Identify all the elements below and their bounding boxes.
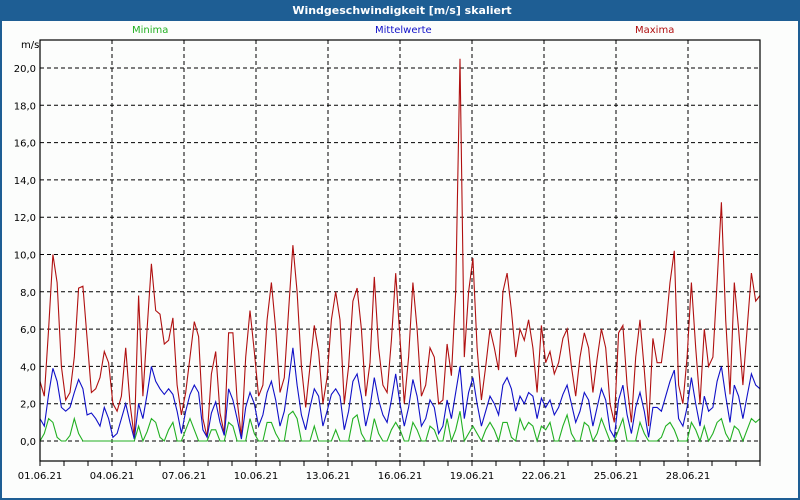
legend-mittelwerte: Mittelwerte	[375, 25, 432, 36]
chart-grid	[40, 40, 760, 461]
series-line-minima	[39, 410, 761, 444]
y-axis-ticks: 0,0 2,0 4,0 6,0 8,0 10,0 12,0 14,0 16,0 18,0 20,0	[14, 64, 36, 448]
y-tick-label: 6,0	[20, 325, 36, 336]
series-line-mittelwerte	[39, 347, 761, 440]
x-tick-label: 16.06.21	[378, 471, 423, 482]
x-tick-label: 19.06.21	[450, 471, 495, 482]
chart-series	[39, 58, 761, 444]
y-tick-label: 18,0	[14, 101, 36, 112]
y-tick-label: 0,0	[20, 437, 36, 448]
plot-frame	[39, 39, 761, 462]
x-tick-label: 10.06.21	[234, 471, 279, 482]
x-tick-label: 04.06.21	[90, 471, 135, 482]
x-tick-label: 01.06.21	[18, 471, 63, 482]
y-tick-label: 2,0	[20, 400, 36, 411]
x-tick-label: 25.06.21	[594, 471, 639, 482]
y-tick-label: 16,0	[14, 139, 36, 150]
x-tick-label: 13.06.21	[306, 471, 351, 482]
x-axis-ticks: 01.06.21 04.06.21 07.06.21 10.06.21 13.06.21…	[18, 461, 761, 482]
x-tick-label: 22.06.21	[522, 471, 567, 482]
x-tick-label: 28.06.21	[666, 471, 711, 482]
legend-maxima: Maxima	[635, 25, 675, 36]
window-title: Windgeschwindigkeit [m/s] skaliert	[2, 0, 800, 21]
y-tick-label: 10,0	[14, 251, 36, 262]
y-tick-label: 8,0	[20, 288, 36, 299]
x-tick-label: 07.06.21	[162, 471, 207, 482]
y-tick-label: 4,0	[20, 362, 36, 373]
legend-minima: Minima	[132, 25, 169, 36]
y-tick-label: 12,0	[14, 213, 36, 224]
series-line-maxima	[39, 58, 761, 438]
y-tick-label: 14,0	[14, 176, 36, 187]
y-axis-unit: m/s	[21, 40, 40, 51]
y-tick-label: 20,0	[14, 64, 36, 75]
